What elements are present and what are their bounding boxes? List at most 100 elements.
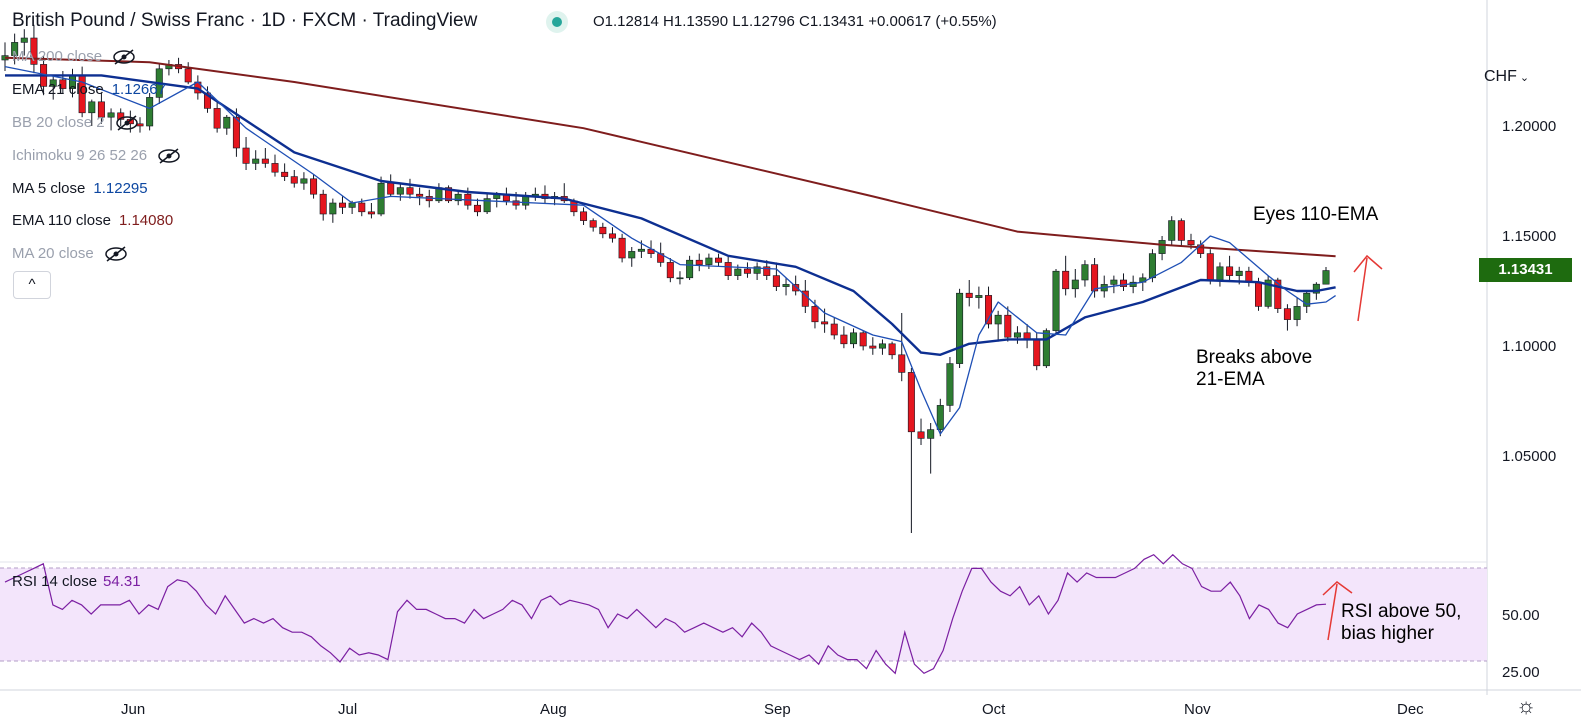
candle-down: [608, 233, 616, 239]
candle-up: [146, 97, 154, 127]
rsi-legend[interactable]: RSI 14 close 54.31: [12, 573, 141, 590]
legend-ma200[interactable]: MA 200 close: [12, 48, 136, 65]
time-tick: Nov: [1184, 701, 1211, 718]
legend-label: Ichimoku 9 26 52 26: [12, 147, 148, 164]
candle-down: [416, 193, 424, 197]
chevron-down-icon: ⌄: [1519, 72, 1530, 84]
candle-up: [676, 277, 684, 280]
candle-down: [358, 202, 366, 213]
candle-down: [59, 79, 67, 89]
candle-up: [927, 429, 935, 439]
eye-off-icon[interactable]: [115, 115, 139, 131]
candle-up: [300, 178, 308, 184]
arrowhead-icon: [1353, 254, 1383, 273]
candle-up: [88, 101, 96, 114]
candle-up: [252, 158, 260, 164]
candle-up: [1052, 270, 1060, 331]
rsi-arrowhead-icon: [1322, 581, 1353, 596]
candle-down: [821, 321, 829, 325]
series-line-ema-21-close: [5, 74, 1336, 356]
candle-down: [715, 257, 723, 263]
candle-up: [1312, 283, 1320, 294]
candle-down: [907, 372, 915, 433]
candle-down: [772, 275, 780, 287]
candle-down: [203, 92, 211, 109]
eye-off-icon[interactable]: [104, 246, 128, 262]
legend-ema110[interactable]: EMA 110 close 1.14080: [12, 212, 173, 229]
candle-down: [1255, 281, 1263, 307]
candle-up: [20, 37, 28, 43]
candle-up: [956, 292, 964, 364]
annotation-eyes-ema: Eyes 110-EMA: [1253, 204, 1379, 225]
candle-down: [1091, 264, 1099, 292]
rsi-legend-label: RSI 14 close: [12, 573, 98, 590]
candle-down: [1283, 308, 1291, 320]
candle-up: [975, 295, 983, 298]
candle-up: [753, 266, 761, 274]
candle-down: [338, 202, 346, 208]
candle-up: [1216, 266, 1224, 281]
candle-down: [117, 112, 125, 120]
collapse-legend-button[interactable]: ^: [13, 271, 51, 299]
legend-label: MA 200 close: [12, 48, 103, 65]
candle-up: [1158, 240, 1166, 254]
rsi-tick: 25.00: [1502, 664, 1540, 681]
candle-down: [898, 354, 906, 373]
candle-down: [319, 193, 327, 215]
candle-up: [329, 202, 337, 215]
candle-up: [1013, 332, 1021, 338]
candle-down: [271, 163, 279, 173]
candle-up: [1303, 292, 1311, 307]
legend-value: 1.12295: [93, 180, 148, 197]
legend-ma20[interactable]: MA 20 close: [12, 245, 128, 262]
candle-down: [387, 182, 395, 195]
candle-down: [445, 187, 453, 202]
eye-off-icon[interactable]: [112, 49, 136, 65]
candle-down: [840, 334, 848, 345]
candle-up: [705, 257, 713, 265]
candle-down: [580, 211, 588, 221]
currency-selector[interactable]: CHF ⌄: [1484, 68, 1529, 86]
legend-label: EMA 21 close: [12, 81, 104, 98]
rsi-band: [0, 568, 1487, 661]
time-tick: Dec: [1397, 701, 1424, 718]
candle-up: [49, 79, 57, 87]
candle-up: [1071, 279, 1079, 290]
legend-bb20[interactable]: BB 20 close 2: [12, 114, 139, 131]
legend-label: BB 20 close 2: [12, 114, 105, 131]
candle-up: [1042, 330, 1050, 367]
rsi-legend-value: 54.31: [103, 573, 141, 590]
candle-down: [473, 204, 481, 213]
legend-ichimoku[interactable]: Ichimoku 9 26 52 26: [12, 147, 181, 164]
candle-up: [454, 193, 462, 202]
gear-icon[interactable]: ☼: [1516, 693, 1537, 718]
candle-down: [1120, 279, 1128, 287]
time-tick: Aug: [540, 701, 567, 718]
candle-up: [11, 42, 19, 56]
indicator-lines: [4, 56, 1336, 435]
candle-up: [637, 248, 645, 252]
symbol-title[interactable]: British Pound / Swiss Franc · 1D · FXCM …: [12, 10, 478, 31]
candle-up: [396, 187, 404, 195]
candle-down: [1177, 220, 1185, 241]
time-tick: Oct: [982, 701, 1006, 718]
legend-value: 1.12667: [111, 81, 166, 98]
rsi-tick: 50.00: [1502, 607, 1540, 624]
candle-down: [512, 200, 520, 206]
candle-down: [310, 178, 318, 195]
candle-up: [734, 268, 742, 276]
last-price-tag: 1.13431: [1479, 258, 1572, 282]
candle-up: [936, 405, 944, 430]
candle-up: [628, 251, 636, 259]
legend-ema21[interactable]: EMA 21 close 1.12667: [12, 81, 166, 98]
legend-ma5[interactable]: MA 5 close 1.12295: [12, 180, 148, 197]
candle-down: [743, 268, 751, 274]
candle-down: [30, 37, 38, 65]
candle-down: [1274, 279, 1282, 309]
candle-down: [695, 259, 703, 265]
eye-off-icon[interactable]: [157, 148, 181, 164]
price-tick: 1.10000: [1502, 338, 1557, 355]
candle-down: [232, 116, 240, 149]
price-tick: 1.05000: [1502, 448, 1557, 465]
